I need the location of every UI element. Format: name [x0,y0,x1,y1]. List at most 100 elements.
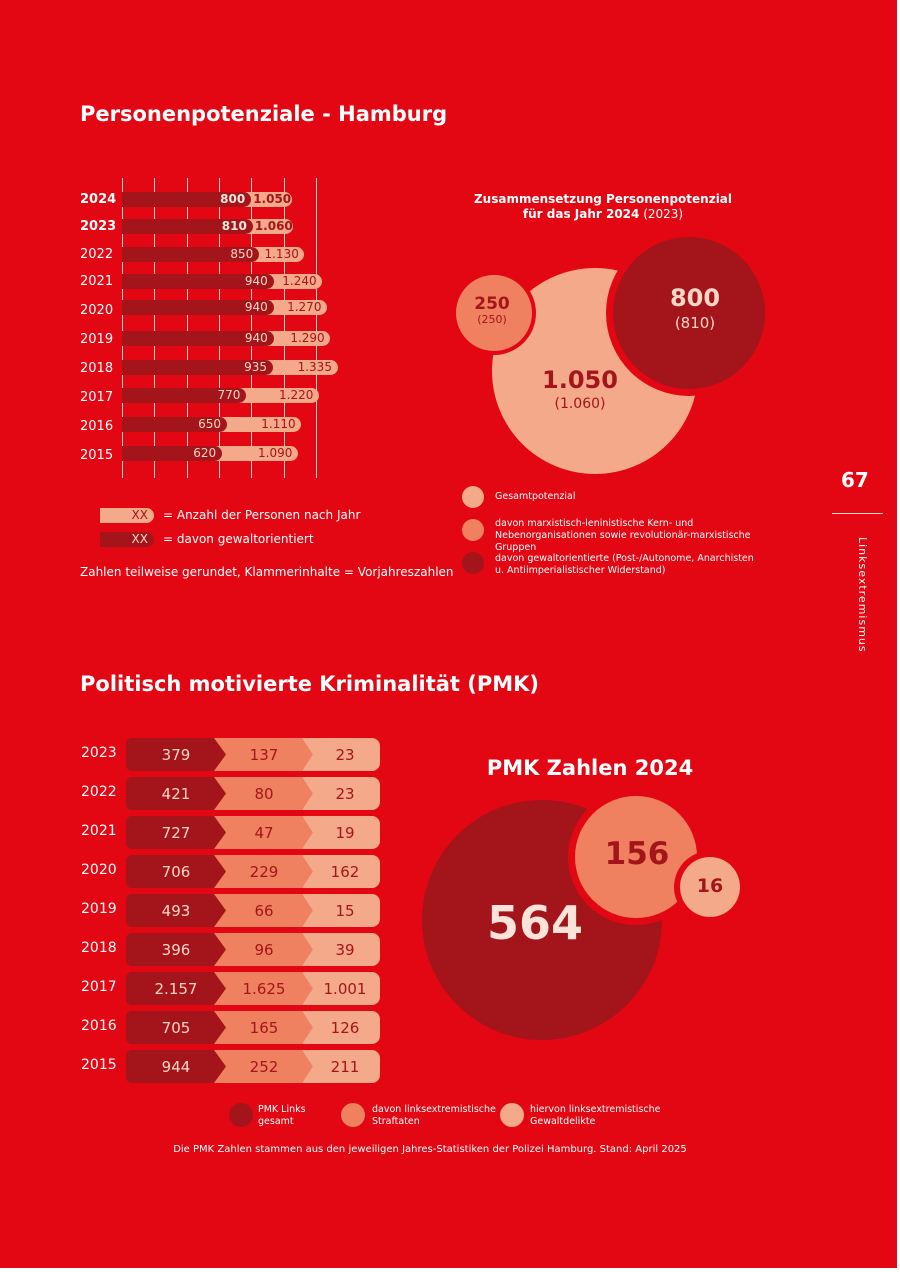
pmk-year-label: 2020 [81,862,117,878]
bar-violent-value: 940 [244,300,268,314]
bar-violent [122,331,274,346]
bubble-gesamt-prev: (1.060) [554,396,606,412]
bar-violent [122,192,252,207]
pmk-cell: 379 [126,738,226,771]
pmk-legend-label-gewalt: hiervon linksextremistische Gewaltdelikt… [530,1104,660,1128]
bubble-gesamt-value: 1.050 [542,366,618,394]
bar-violent [122,274,274,289]
legend-dot-gesamt [462,486,484,508]
pmk-cell: 165 [214,1011,314,1044]
pmk-year-label: 2022 [81,784,117,800]
pmk-cell: 96 [214,933,314,966]
bubble-title-year: für das Jahr 2024 [522,207,640,221]
bar-violent-value: 650 [198,417,221,431]
bubble-title-line1: Zusammensetzung Personenpotenzial [473,192,733,206]
pmk-cell: 396 [126,933,226,966]
pmk-bubble-title: PMK Zahlen 2024 [486,756,694,780]
pmk-bubble-total-value: 564 [486,896,584,950]
bar-year-label: 2015 [80,448,114,463]
legend-chip-violent: XX [100,532,154,547]
legend-label-total: = Anzahl der Personen nach Jahr [163,508,361,522]
bar-year-label: 2018 [80,361,114,376]
pmk-cell: 706 [126,855,226,888]
bar-year-label: 2021 [80,274,114,289]
bar-violent [122,446,223,461]
bar-violent-value: 770 [217,388,241,402]
bar-chart-gridline [122,178,123,478]
bubble-marxist-prev: (250) [477,313,507,326]
bar-chart-gridline [218,178,220,478]
page-number: 67 [841,468,869,492]
pmk-legend-label-straftaten: davon linksextremistische Straftaten [372,1104,496,1128]
bar-total-value: 1.110 [261,417,296,431]
pmk-year-label: 2016 [81,1018,117,1034]
pmk-cell: 66 [214,894,314,927]
bar-violent [122,360,273,375]
pmk-year-label: 2021 [81,823,117,839]
bar-violent-value: 800 [220,192,246,206]
bar-violent-value: 620 [193,446,217,460]
pmk-legend-dot-gewalt [500,1103,524,1127]
pmk-cell: 2.157 [126,972,226,1005]
bar-total-value: 1.335 [297,360,332,374]
bar-total-value: 1.220 [279,388,314,402]
bubble-chart-title: Zusammensetzung Personenpotenzial für da… [448,192,758,222]
pmk-cell: 1.001 [302,972,380,1005]
bar-chart-gridline [186,178,188,478]
pmk-bubble-gewalt [680,857,740,917]
bar-chart-gridline [315,178,317,478]
legend-label-marxist: davon marxistisch-leninistische Kern- un… [495,518,751,553]
bar-total-value: 1.240 [282,274,317,288]
pmk-legend-total-l1: PMK Links [258,1104,306,1115]
pmk-year-label: 2023 [81,745,117,761]
bar-chart-gridline [251,178,253,478]
pmk-legend-total-l2: gesamt [258,1116,294,1127]
legend-label-gesamt: Gesamtpotenzial [495,491,576,502]
bar-chart-gridline [154,178,156,478]
bar-total-value: 1.050 [253,192,292,206]
legend-dot-violent [462,552,484,574]
bar-violent-value: 935 [244,360,267,374]
bubble-violent-value: 800 [669,284,721,312]
pmk-legend-gewalt-l1: hiervon linksextremistische [530,1104,661,1115]
bar-total-value: 1.130 [264,247,299,261]
legend-label-violent-bubble: davon gewaltorientierte (Post-/Autonome,… [495,553,754,576]
bubble-title-prev-year: (2023) [639,207,684,221]
pmk-year-label: 2015 [81,1057,117,1073]
bar-chart-gridline [283,178,285,478]
pmk-cell: 137 [214,738,314,771]
sidebar-section-label: Linksextremismus [856,537,869,653]
bar-violent-value: 810 [221,219,247,233]
pmk-legend-label-total: PMK Links gesamt [258,1104,306,1128]
bar-year-label: 2022 [80,247,114,262]
bar-year-label: 2016 [80,419,114,434]
bar-year-label: 2023 [80,219,117,234]
bar-violent [122,247,260,262]
pmk-cell: 39 [302,933,380,966]
pmk-cell: 80 [214,777,314,810]
bubble-violent-prev: (810) [674,314,716,332]
pmk-legend-straftaten-l1: davon linksextremistische [372,1104,496,1115]
pmk-cell: 19 [302,816,380,849]
bar-year-label: 2017 [80,390,114,405]
bar-total-value: 1.060 [254,219,293,233]
bar-total-value: 1.090 [258,446,293,460]
pmk-legend-dot-straftaten [341,1103,365,1127]
pmk-legend-straftaten-l2: Straftaten [372,1116,420,1127]
pmk-cell: 705 [126,1011,226,1044]
pmk-cell: 211 [302,1050,380,1083]
pmk-cell: 23 [302,738,380,771]
bar-violent [122,219,253,234]
bar-violent [122,300,274,315]
pmk-cell: 421 [126,777,226,810]
bar-violent-value: 940 [244,274,268,288]
section-title-pmk: Politisch motivierte Kriminalität (PMK) [80,672,540,696]
pmk-cell: 493 [126,894,226,927]
bar-year-label: 2019 [80,332,114,347]
bar-year-label: 2020 [80,303,114,318]
bar-violent [122,388,247,403]
bubble-marxist [456,275,532,351]
bar-year-label: 2024 [80,192,117,207]
bar-violent-value: 850 [230,247,254,261]
